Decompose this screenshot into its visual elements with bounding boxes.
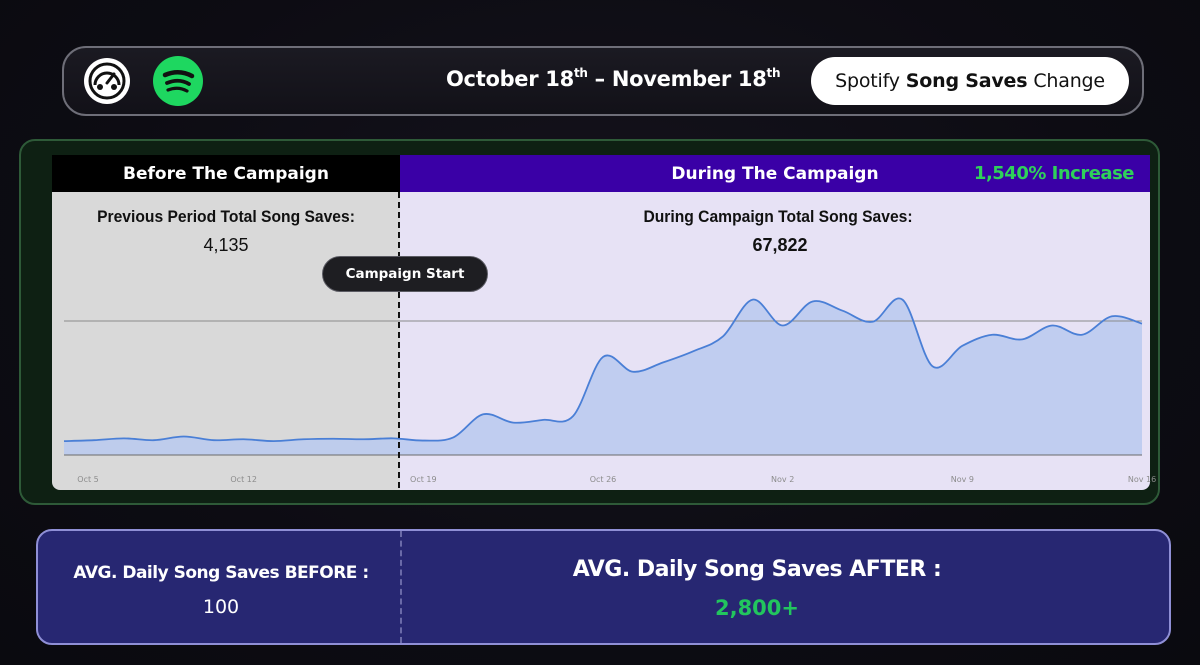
x-tick-label: Oct 19 [410,475,437,484]
increase-label: 1,540% Increase [973,163,1135,184]
date-end: November 18 [611,67,767,91]
series-line [63,297,1143,443]
metric-prefix: Spotify [835,70,900,92]
metric-suffix: Change [1033,70,1105,92]
before-total-title: Previous Period Total Song Saves: [97,207,355,226]
avg-before-value: 100 [202,596,240,618]
during-total-title: During Campaign Total Song Saves: [643,207,913,226]
header-bar: October 18th – November 18th Spotify Son… [62,46,1144,116]
x-tick-label: Nov 16 [1128,475,1156,484]
during-campaign-band: During The Campaign 1,540% Increase [400,155,1150,192]
avg-after-label: AVG. Daily Song Saves AFTER : [572,557,942,582]
x-tick-label: Nov 9 [951,475,974,484]
date-separator: – [587,67,612,91]
campaign-start-annotation: Campaign Start [322,256,488,292]
series-area [64,298,1142,455]
date-range: October 18th – November 18th [446,66,781,91]
x-tick-label: Nov 2 [771,475,794,484]
avg-before-label: AVG. Daily Song Saves BEFORE : [73,563,369,583]
metric-pill: Spotify Song Saves Change [811,57,1129,105]
during-total-value: 67,822 [752,235,808,255]
avg-after-value: 2,800+ [714,596,800,620]
during-campaign-label: During The Campaign [671,163,879,184]
before-campaign-label: Before The Campaign [123,163,329,184]
x-tick-label: Oct 5 [77,475,98,484]
averages-divider [400,531,402,643]
x-tick-label: Oct 12 [230,475,257,484]
date-start-suffix: th [573,66,588,80]
averages-card: AVG. Daily Song Saves BEFORE : 100 AVG. … [36,529,1171,645]
meter-face-logo-icon [84,58,130,104]
x-tick-label: Oct 26 [590,475,617,484]
date-start: October 18 [446,67,574,91]
before-campaign-band: Before The Campaign [52,155,400,192]
date-end-suffix: th [766,66,781,80]
spotify-logo-icon [153,56,203,106]
before-total-value: 4,135 [203,235,249,255]
metric-name: Song Saves [905,70,1028,92]
